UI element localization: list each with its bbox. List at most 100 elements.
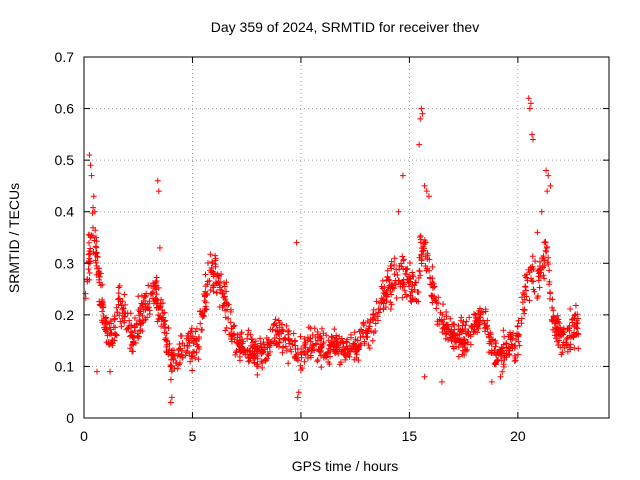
data-point xyxy=(142,306,149,313)
data-point xyxy=(458,336,465,343)
y-tick-label: 0.7 xyxy=(55,49,75,65)
data-point xyxy=(457,317,464,324)
data-point xyxy=(94,265,101,272)
data-point xyxy=(314,337,321,344)
data-point xyxy=(278,326,285,333)
data-point xyxy=(168,368,175,375)
data-point xyxy=(483,322,490,329)
data-point xyxy=(87,162,94,169)
data-point xyxy=(447,315,454,322)
data-point xyxy=(232,351,239,358)
data-point xyxy=(472,311,479,318)
data-point xyxy=(520,289,527,296)
data-point xyxy=(385,284,392,291)
data-point xyxy=(408,286,415,293)
data-point xyxy=(340,340,347,347)
data-point xyxy=(433,299,440,306)
data-point xyxy=(462,339,469,346)
data-point xyxy=(424,255,431,262)
data-point xyxy=(427,274,434,281)
data-point xyxy=(310,342,317,349)
data-point xyxy=(262,356,269,363)
data-point xyxy=(438,378,445,385)
data-point xyxy=(148,290,155,297)
data-point xyxy=(249,335,256,342)
data-point xyxy=(145,282,152,289)
data-point xyxy=(245,327,252,334)
data-point xyxy=(521,306,528,313)
data-point xyxy=(388,291,395,298)
data-point xyxy=(366,345,373,352)
data-point xyxy=(383,277,390,284)
data-point xyxy=(102,320,109,327)
data-point xyxy=(122,301,129,308)
data-point xyxy=(163,330,170,337)
data-point xyxy=(566,332,573,339)
data-point xyxy=(419,110,426,117)
data-point xyxy=(546,281,553,288)
x-tick-label: 5 xyxy=(189,428,197,444)
data-point xyxy=(192,328,199,335)
data-point xyxy=(331,326,338,333)
data-point xyxy=(487,331,494,338)
data-point xyxy=(314,329,321,336)
data-point xyxy=(415,298,422,305)
data-point xyxy=(285,327,292,334)
data-point xyxy=(234,334,241,341)
y-tick-label: 0 xyxy=(66,410,74,426)
data-point xyxy=(115,295,122,302)
data-point xyxy=(527,100,534,107)
data-point xyxy=(259,364,266,371)
data-point xyxy=(254,371,261,378)
data-point xyxy=(297,362,304,369)
data-point xyxy=(534,229,541,236)
data-point xyxy=(492,343,499,350)
data-point xyxy=(383,289,390,296)
data-point xyxy=(554,332,561,339)
data-point xyxy=(365,325,372,332)
data-point xyxy=(167,376,174,383)
data-point xyxy=(223,279,230,286)
data-point xyxy=(202,283,209,290)
data-point xyxy=(322,354,329,361)
data-point xyxy=(500,327,507,334)
data-point xyxy=(221,283,228,290)
data-point xyxy=(399,283,406,290)
data-point xyxy=(386,277,393,284)
data-point xyxy=(304,337,311,344)
data-point xyxy=(360,333,367,340)
data-point xyxy=(401,287,408,294)
data-point xyxy=(115,301,122,308)
data-point xyxy=(500,361,507,368)
data-point xyxy=(142,294,149,301)
data-point xyxy=(235,339,242,346)
data-point xyxy=(361,338,368,345)
data-point xyxy=(118,323,125,330)
data-point xyxy=(135,333,142,340)
data-point xyxy=(297,333,304,340)
data-point xyxy=(538,266,545,273)
data-point xyxy=(189,367,196,374)
data-point xyxy=(93,259,100,266)
data-point xyxy=(142,316,149,323)
data-point xyxy=(257,335,264,342)
data-point xyxy=(547,290,554,297)
data-point xyxy=(235,340,242,347)
data-point xyxy=(391,262,398,269)
data-point xyxy=(151,283,158,290)
data-point xyxy=(379,277,386,284)
data-point xyxy=(351,341,358,348)
data-point xyxy=(406,259,413,266)
data-point xyxy=(435,294,442,301)
data-point xyxy=(312,333,319,340)
data-point xyxy=(157,304,164,311)
data-point xyxy=(462,322,469,329)
data-point xyxy=(170,347,177,354)
data-point xyxy=(202,271,209,278)
data-point xyxy=(168,363,175,370)
data-point xyxy=(124,325,131,332)
data-point xyxy=(177,332,184,339)
data-point xyxy=(130,333,137,340)
data-point xyxy=(87,245,94,252)
y-tick-label: 0.3 xyxy=(55,255,75,271)
